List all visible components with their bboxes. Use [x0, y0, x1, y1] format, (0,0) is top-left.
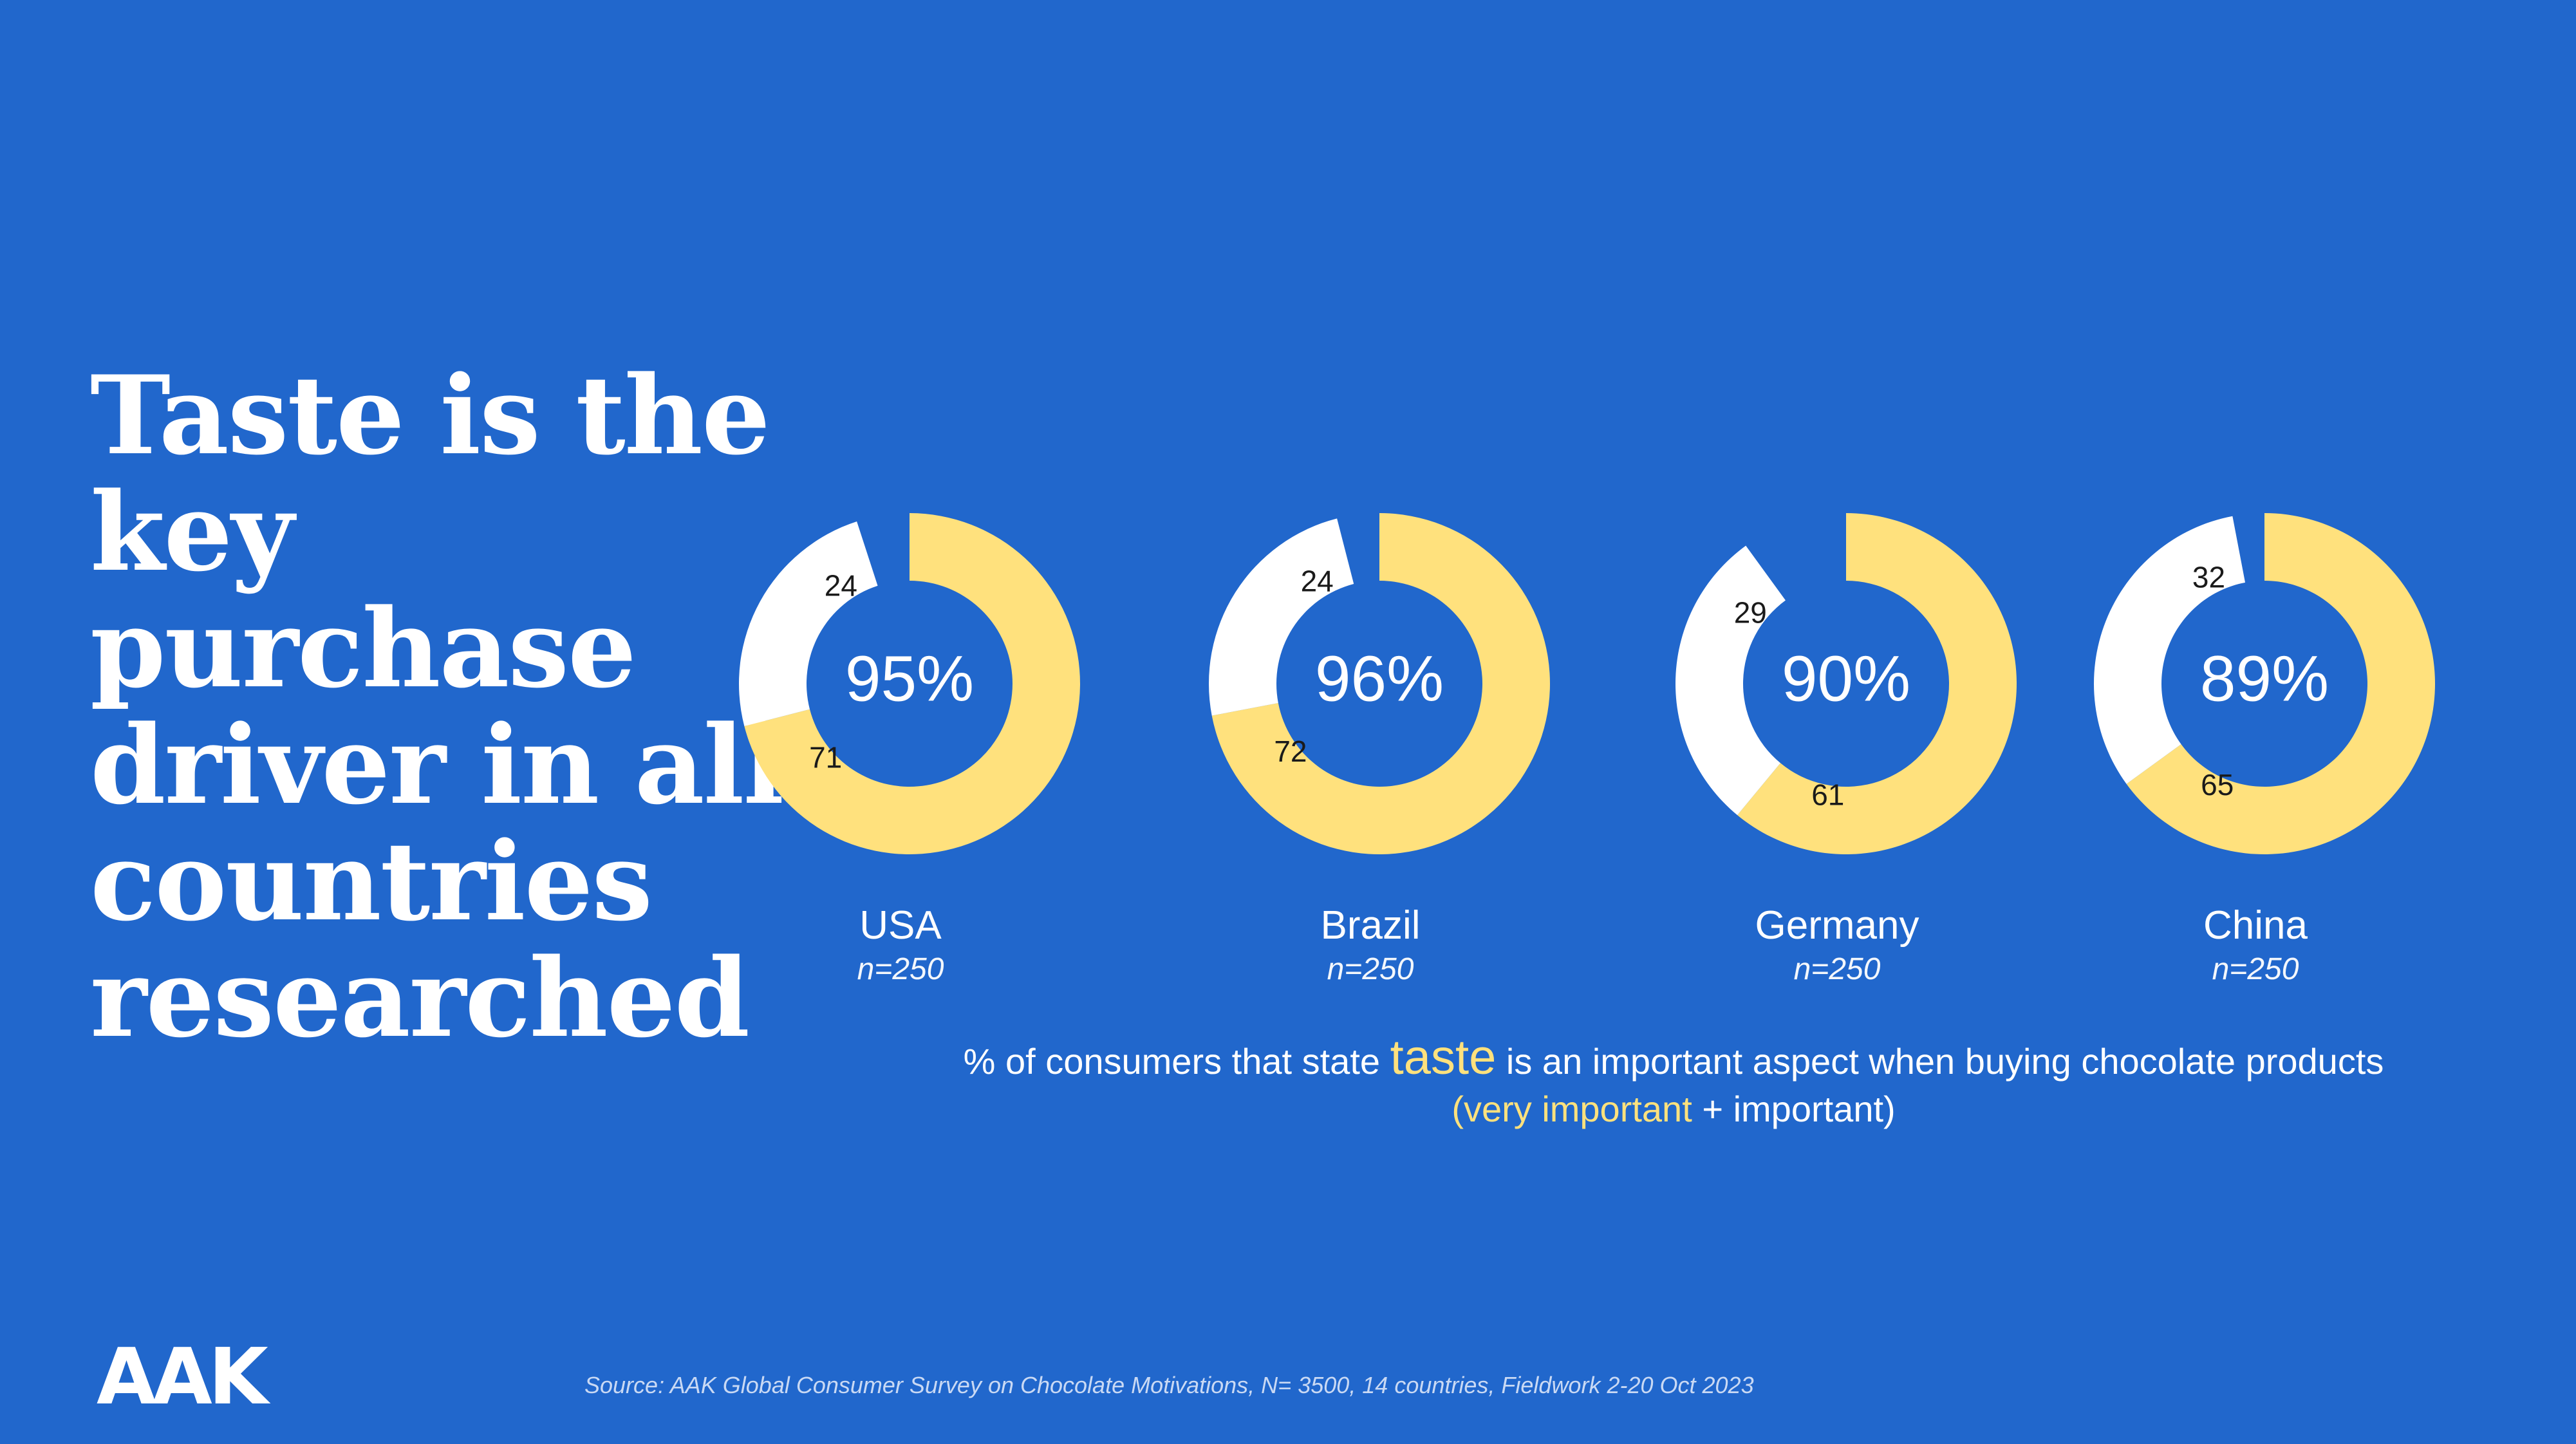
data-label-important: 24 — [1301, 565, 1334, 598]
data-label-important: 24 — [825, 568, 857, 602]
donut-chart: 72 24 96% — [1209, 513, 1550, 855]
headline-line: key — [90, 468, 294, 595]
sample-size: n=250 — [1793, 952, 1881, 986]
donut-chart: 71 24 95% — [739, 513, 1081, 854]
legend-open-paren: ( — [1451, 1089, 1464, 1129]
caption-text: % of consumers that state — [963, 1041, 1390, 1082]
headline-line: researched — [90, 934, 750, 1062]
donut-total-label: 90% — [1782, 642, 1910, 715]
donut-charts: 71 24 95% 72 24 96% 61 29 90% 65 32 89% — [739, 513, 2435, 855]
country-name: Germany — [1755, 903, 1919, 948]
sample-size: n=250 — [857, 952, 944, 986]
headline-line: countries — [90, 818, 653, 945]
donut-total-label: 96% — [1315, 642, 1444, 715]
country-label-block: China n=250 — [2062, 901, 2449, 989]
headline-line: Taste is the — [90, 352, 770, 479]
country-name: Brazil — [1320, 903, 1421, 948]
headline-line: driver in all — [90, 701, 784, 829]
country-name: USA — [859, 903, 942, 948]
country-label-block: Brazil n=250 — [1177, 901, 1563, 989]
caption-text: is an important aspect when buying choco… — [1496, 1041, 2384, 1082]
country-label-block: Germany n=250 — [1644, 901, 2030, 989]
donut-segment-very-important — [1737, 513, 2017, 854]
donut-segment-important — [1675, 545, 1786, 816]
caption-line-2: (very important + important) — [856, 1087, 2491, 1132]
donut-chart: 65 32 89% — [2094, 513, 2435, 855]
donut-segment-important — [2094, 516, 2246, 784]
donut-segment-very-important — [2126, 513, 2435, 855]
data-label-important: 29 — [1734, 595, 1767, 629]
legend-very-important: very important — [1463, 1089, 1692, 1129]
source-note: Source: AAK Global Consumer Survey on Ch… — [584, 1372, 1754, 1398]
headline-line: purchase — [90, 585, 637, 712]
sample-size: n=250 — [1327, 952, 1414, 986]
donut-segment-very-important — [1211, 513, 1550, 855]
data-label-very-important: 71 — [809, 740, 842, 774]
country-label-block: USA n=250 — [707, 901, 1094, 989]
data-label-important: 32 — [2192, 561, 2225, 594]
data-label-very-important: 72 — [1274, 735, 1307, 768]
sample-size: n=250 — [2212, 952, 2299, 986]
caption-highlight-taste: taste — [1390, 1030, 1497, 1085]
data-label-very-important: 65 — [2201, 768, 2234, 802]
donut-chart: 61 29 90% — [1675, 513, 2017, 854]
donut-segment-very-important — [744, 513, 1081, 854]
headline: Taste is the key purchase driver in all … — [90, 352, 784, 1062]
legend-important: + important) — [1692, 1089, 1896, 1129]
donut-segment-important — [1209, 518, 1354, 716]
aak-logo: AAK — [97, 1333, 268, 1422]
donut-total-label: 89% — [2200, 642, 2329, 715]
country-name: China — [2203, 903, 2308, 948]
data-label-very-important: 61 — [1811, 778, 1844, 811]
caption-line-1: % of consumers that state taste is an im… — [856, 1033, 2491, 1084]
donut-total-label: 95% — [845, 642, 974, 715]
donut-segment-important — [739, 521, 878, 726]
chart-caption: % of consumers that state taste is an im… — [856, 1033, 2491, 1132]
